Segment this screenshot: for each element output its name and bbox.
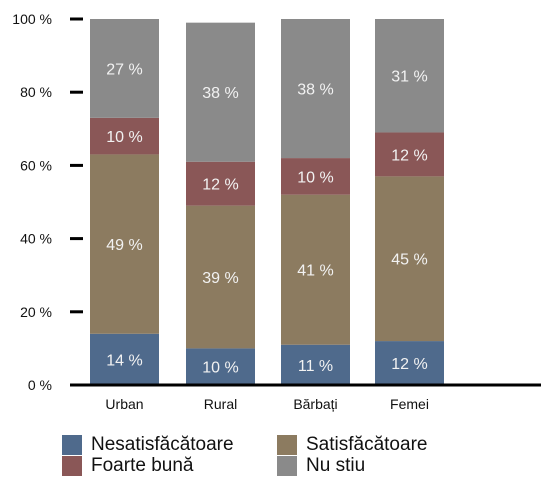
- bar-stack: 11 % 41 % 10 % 38 %: [281, 19, 350, 385]
- bar-segment: [281, 344, 350, 385]
- data-label: 45 %: [391, 252, 427, 269]
- bar-stack: 10 % 39 % 12 % 38 %: [186, 22, 255, 385]
- bar-stack: 14 % 49 % 10 % 27 %: [90, 19, 159, 385]
- data-label: 14 %: [106, 352, 142, 369]
- y-tick-label: 100 %: [12, 11, 52, 27]
- bar-stack: 12 % 45 % 12 % 31 %: [375, 19, 444, 385]
- data-label: 10 %: [106, 129, 142, 146]
- data-label: 12 %: [391, 147, 427, 164]
- data-label: 41 %: [297, 263, 333, 280]
- data-label: 10 %: [202, 360, 238, 377]
- legend-item: Nu stiu: [277, 455, 477, 476]
- data-label: 27 %: [106, 61, 142, 78]
- legend-label: Nesatisfăcătoare: [91, 433, 234, 455]
- bar-segment: [375, 341, 444, 385]
- data-label: 49 %: [106, 237, 142, 254]
- y-tick-label: 80 %: [20, 84, 52, 100]
- x-axis: Urban Rural Bărbați Femei: [70, 383, 541, 412]
- bar-segment: [90, 154, 159, 334]
- bar-segment: [186, 348, 255, 385]
- bar-segment: [90, 19, 159, 118]
- bar-segment: [281, 194, 350, 345]
- bar-segment: [186, 161, 255, 206]
- bar-segment: [186, 22, 255, 162]
- legend-swatch: [277, 455, 297, 476]
- bars-group: 14 % 49 % 10 % 27 % 10 % 39 % 12 % 38 % 11 % 41 %…: [90, 19, 444, 385]
- legend-label: Nu stiu: [306, 454, 366, 476]
- legend-item: Foarte bună: [62, 455, 277, 476]
- data-label: 39 %: [202, 270, 238, 287]
- bar-segment: [186, 205, 255, 349]
- data-label: 12 %: [391, 356, 427, 373]
- bar-segment: [281, 158, 350, 195]
- legend-label: Satisfăcătoare: [306, 433, 428, 455]
- legend-item: Satisfăcătoare: [277, 434, 477, 455]
- bar-segment: [375, 176, 444, 342]
- legend-swatch: [277, 434, 297, 455]
- bar-segment: [90, 117, 159, 155]
- x-tick-label: Rural: [204, 396, 237, 412]
- x-tick-label: Femei: [390, 396, 429, 412]
- data-label: 31 %: [391, 69, 427, 86]
- legend-swatch: [62, 434, 82, 455]
- legend-swatch: [62, 455, 82, 476]
- data-label: 12 %: [202, 177, 238, 194]
- stacked-bar-chart: 0 % 20 % 40 % 60 % 80 % 100 % 14 % 49 % 10 % 27 …: [12, 11, 541, 412]
- bar-segment: [90, 333, 159, 385]
- legend-label: Foarte bună: [91, 454, 194, 476]
- bar-segment: [281, 19, 350, 159]
- data-label: 10 %: [297, 169, 333, 186]
- data-label: 11 %: [298, 358, 333, 375]
- y-tick-label: 0 %: [28, 377, 52, 393]
- y-tick-label: 20 %: [20, 304, 52, 320]
- data-label: 38 %: [297, 82, 333, 99]
- data-label: 38 %: [202, 85, 238, 102]
- y-tick-label: 40 %: [20, 231, 52, 247]
- bar-segment: [375, 19, 444, 133]
- x-tick-label: Urban: [105, 396, 143, 412]
- legend: Nesatisfăcătoare Satisfăcătoare Foarte bun…: [62, 434, 482, 476]
- bar-segment: [375, 132, 444, 177]
- legend-item: Nesatisfăcătoare: [62, 434, 277, 455]
- x-tick-label: Bărbați: [293, 396, 337, 412]
- y-tick-label: 60 %: [20, 157, 52, 173]
- y-axis: 0 % 20 % 40 % 60 % 80 % 100 %: [12, 11, 83, 393]
